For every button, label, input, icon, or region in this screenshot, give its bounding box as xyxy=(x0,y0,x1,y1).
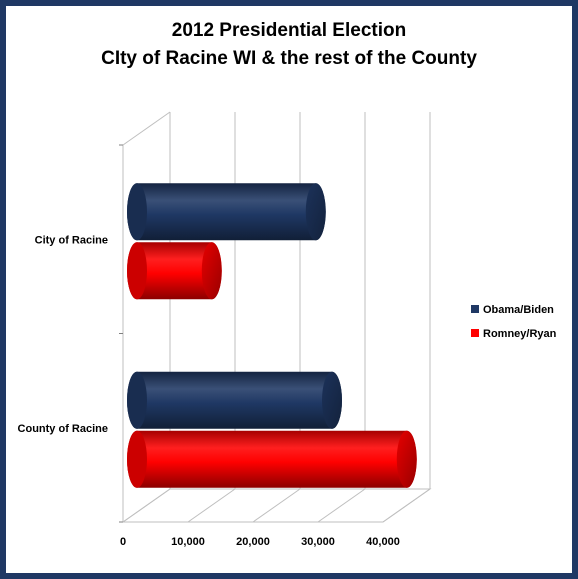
legend: Obama/Biden Romney/Ryan xyxy=(471,304,557,340)
x-axis-tick-labels: 0 10,000 20,000 30,000 40,000 xyxy=(120,536,400,548)
side-wall-top-edge xyxy=(122,111,171,146)
bar-romney-ryan-city-of-racine xyxy=(127,242,222,300)
legend-swatch-romney-ryan xyxy=(471,329,479,337)
chart-title-line-1: 2012 Presidential Election xyxy=(172,20,406,41)
x-tick-label-30-000: 30,000 xyxy=(301,536,335,548)
legend-label-obama-biden: Obama/Biden xyxy=(483,304,554,316)
x-tick-label-20-000: 20,000 xyxy=(236,536,270,548)
bar-obama-biden-county-of-racine xyxy=(127,371,342,429)
legend-item-obama-biden: Obama/Biden xyxy=(471,304,554,316)
legend-item-romney-ryan: Romney/Ryan xyxy=(471,328,557,340)
floor-gridline-0 xyxy=(122,488,171,523)
x-tick-label-0: 0 xyxy=(120,536,126,548)
bar-obama-biden-city-of-racine xyxy=(127,183,326,241)
floor-gridline-40-000 xyxy=(382,488,431,523)
chart-title: 2012 Presidential Election CIty of Racin… xyxy=(101,20,477,69)
category-label-county-of-racine: County of Racine xyxy=(18,423,108,435)
category-label-city-of-racine: City of Racine xyxy=(35,234,108,246)
x-tick-label-40-000: 40,000 xyxy=(366,536,400,548)
floor-gridline-30-000 xyxy=(317,488,366,523)
floor-gridline-10-000 xyxy=(187,488,236,523)
bars xyxy=(127,183,417,488)
chart-title-line-2: CIty of Racine WI & the rest of the Coun… xyxy=(101,48,477,69)
floor-gridline-20-000 xyxy=(252,488,301,523)
legend-swatch-obama-biden xyxy=(471,305,479,313)
legend-label-romney-ryan: Romney/Ryan xyxy=(483,328,557,340)
bar-romney-ryan-county-of-racine xyxy=(127,430,417,488)
x-tick-label-10-000: 10,000 xyxy=(171,536,205,548)
category-labels: City of Racine County of Racine xyxy=(18,234,108,435)
